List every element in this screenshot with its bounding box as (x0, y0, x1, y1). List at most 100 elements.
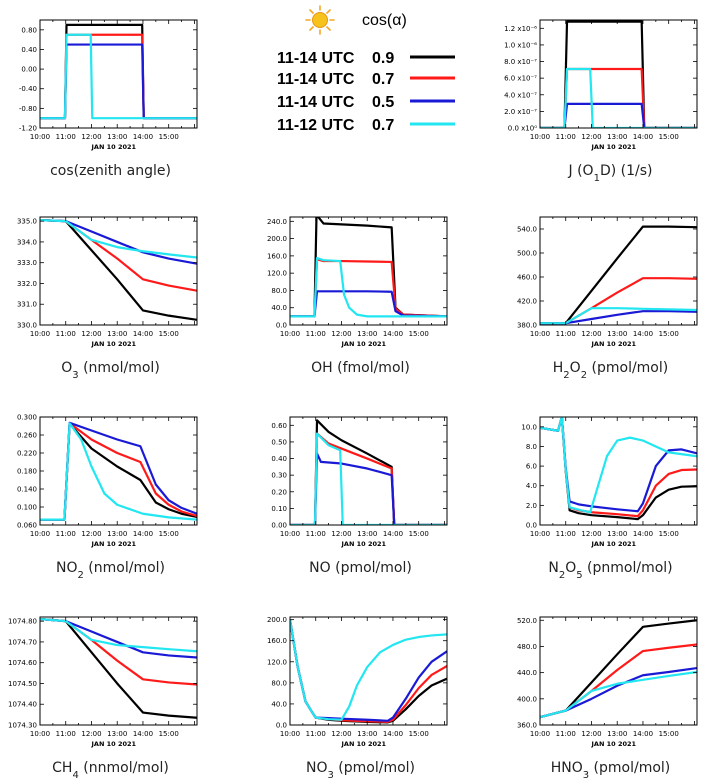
x-tick-label: 15:00 (659, 133, 679, 141)
y-tick-label: 400.0 (517, 695, 537, 703)
x-tick-label: 11:00 (56, 330, 76, 338)
plot-frame (539, 216, 698, 326)
x-tick-label: 12:00 (581, 330, 601, 338)
panel-oh: 0.0 40.0 80.0 120.0 160.0 200.0 240.0 10:00 11:0… (267, 216, 448, 376)
legend-entry: 11-14 UTC 0.9 (277, 50, 455, 67)
x-date-label: JAN 10 2021 (591, 340, 637, 348)
y-tick-label: 1074.30 (8, 722, 37, 730)
series-line (540, 67, 697, 128)
panel-title: O3 (nmol/mol) (61, 360, 160, 381)
series-line (40, 617, 197, 659)
x-tick-label: 11:00 (306, 730, 326, 738)
x-tick-label: 10:00 (280, 730, 300, 738)
series-line (40, 33, 197, 120)
y-tick-label: 80.0 (271, 287, 287, 295)
legend: cos(α) 11-14 UTC 0.911-14 UTC 0.711-14 UTC… (277, 5, 455, 134)
plot-frame (39, 416, 198, 526)
y-tick-label: 0.80 (21, 26, 37, 34)
y-tick-label: 8.0 (526, 443, 537, 451)
x-tick-label: 15:00 (159, 730, 179, 738)
y-tick-label: 0.0 x10⁰ (508, 125, 537, 133)
y-tick-label: 0.30 (271, 472, 287, 480)
plot-frame (539, 416, 698, 526)
panel-h2o2: 380.0 420.0 460.0 500.0 540.0 10:00 11:00 12:00… (517, 216, 698, 381)
x-tick-label: 13:00 (607, 530, 627, 538)
panel-title: N2O5 (pnmol/mol) (548, 560, 672, 581)
panel-title: OH (fmol/mol) (311, 360, 410, 376)
x-tick-label: 15:00 (409, 530, 429, 538)
y-tick-label: 0.300 (17, 414, 37, 422)
y-tick-label: 40.0 (271, 304, 287, 312)
x-tick-label: 13:00 (107, 730, 127, 738)
x-tick-label: 12:00 (581, 730, 601, 738)
y-tick-label: 0.20 (271, 488, 287, 496)
panel-title: J (O1D) (1/s) (568, 163, 653, 184)
series-line (40, 219, 197, 265)
y-tick-label: 0.0 (526, 522, 537, 530)
series-line (540, 417, 697, 514)
y-tick-label: 10.0 (521, 423, 537, 431)
y-tick-label: 420.0 (517, 298, 537, 306)
x-tick-label: 15:00 (659, 730, 679, 738)
y-tick-label: 1.2 x10⁻⁶ (504, 25, 537, 33)
series-line (540, 277, 697, 325)
x-tick-label: 14:00 (633, 730, 653, 738)
y-tick-label: -1.20 (19, 125, 37, 133)
x-tick-label: 15:00 (409, 330, 429, 338)
x-tick-label: 11:00 (556, 730, 576, 738)
y-tick-label: 1074.70 (8, 638, 37, 646)
series-line (540, 643, 697, 719)
plot-frame (39, 216, 198, 326)
x-tick-label: 13:00 (607, 133, 627, 141)
y-tick-label: 2.0 x10⁻⁷ (504, 108, 537, 116)
x-tick-label: 10:00 (530, 330, 550, 338)
y-tick-label: 460.0 (517, 274, 537, 282)
y-tick-label: 2.0 (526, 502, 537, 510)
plot-frame (539, 616, 698, 726)
y-tick-label: 160.0 (267, 252, 287, 260)
x-tick-label: 14:00 (133, 530, 153, 538)
x-tick-label: 10:00 (30, 330, 50, 338)
x-tick-label: 11:00 (56, 133, 76, 141)
y-tick-label: 0.10 (271, 505, 287, 513)
panel-title: cos(zenith angle) (50, 163, 171, 179)
series-line (290, 619, 447, 722)
legend-cos-value: 0.7 (372, 117, 394, 134)
y-tick-label: 1074.60 (8, 659, 37, 667)
x-tick-label: 15:00 (159, 133, 179, 141)
panel-no: 0.00 0.10 0.20 0.30 0.40 0.50 0.60 10:00 11:00 12… (271, 416, 448, 576)
x-tick-label: 10:00 (280, 530, 300, 538)
y-tick-label: 80.0 (271, 679, 287, 687)
y-tick-label: 334.0 (17, 238, 37, 246)
series-line (540, 310, 697, 325)
y-tick-label: 1074.80 (8, 618, 37, 626)
x-tick-label: 14:00 (633, 330, 653, 338)
x-date-label: JAN 10 2021 (591, 740, 637, 748)
x-date-label: JAN 10 2021 (341, 340, 387, 348)
x-date-label: JAN 10 2021 (91, 540, 137, 548)
y-tick-label: 1.0 x10⁻⁶ (504, 41, 537, 49)
series-line (40, 43, 197, 120)
y-tick-label: 200.0 (267, 235, 287, 243)
y-tick-label: 0.060 (17, 522, 37, 530)
series-line (40, 422, 197, 521)
legend-title: cos(α) (362, 12, 407, 29)
y-tick-label: 331.0 (17, 301, 37, 309)
y-tick-label: 0.100 (17, 504, 37, 512)
plot-frame (539, 19, 698, 129)
panel-title: NO (pmol/mol) (309, 560, 412, 576)
y-tick-label: 4.0 x10⁻⁷ (504, 91, 537, 99)
series-line (40, 617, 197, 719)
y-tick-label: 0.0 (276, 322, 287, 330)
y-tick-label: 0.00 (271, 522, 287, 530)
y-tick-label: 120.0 (267, 658, 287, 666)
series-line (290, 432, 447, 525)
y-tick-label: 240.0 (267, 218, 287, 226)
x-date-label: JAN 10 2021 (91, 143, 137, 151)
x-tick-label: 14:00 (133, 730, 153, 738)
y-tick-label: 0.0 (276, 722, 287, 730)
x-tick-label: 12:00 (81, 730, 101, 738)
panel-title: NO2 (nmol/mol) (56, 560, 165, 581)
